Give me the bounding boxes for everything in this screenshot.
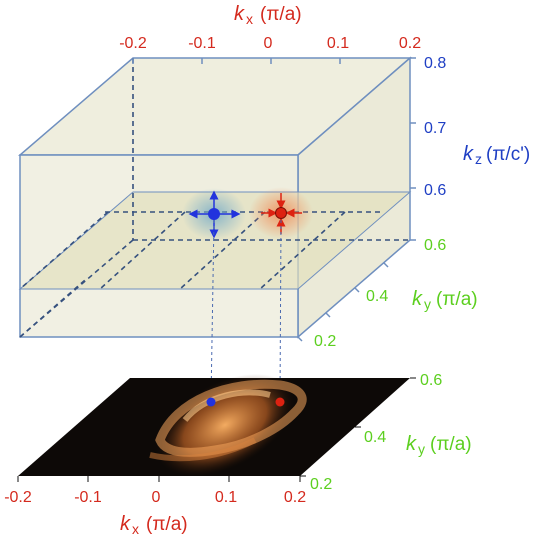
map-kx-subscript: x: [132, 521, 139, 537]
map-ky-ticks: 0.6 0.4 0.2: [310, 372, 442, 493]
kz-ticks: 0.8 0.7 0.6 0.6: [424, 55, 446, 254]
top-kx-tick: 0.2: [399, 35, 421, 52]
map-kx-symbol: k: [120, 513, 131, 535]
map-kx-tick: 0: [152, 489, 161, 506]
kz-unit: (π/c'): [486, 144, 530, 165]
map-ky-tick: 0.4: [364, 429, 386, 446]
momentum-box: [17, 56, 416, 342]
top-ky-axis-title: k y (π/a): [412, 288, 478, 312]
top-kx-symbol: k: [234, 3, 245, 25]
kz-tick: 0.8: [424, 55, 446, 72]
map-kx-tick: 0.2: [284, 489, 306, 506]
map-kx-unit: (π/a): [146, 514, 188, 535]
top-kx-tick: -0.1: [188, 35, 216, 52]
kz-axis-title: k z (π/c'): [463, 143, 530, 167]
map-kx-tick: 0.1: [215, 489, 237, 506]
top-kx-tick: -0.2: [119, 35, 147, 52]
top-kx-axis-title: k x (π/a): [234, 3, 302, 27]
kz-subscript: z: [475, 151, 482, 167]
map-kx-ticks: -0.2 -0.1 0 0.1 0.2: [4, 489, 306, 506]
top-kx-ticks: -0.2 -0.1 0 0.1 0.2: [119, 35, 421, 52]
top-kx-tick: 0: [264, 35, 273, 52]
top-ky-unit: (π/a): [436, 289, 478, 310]
box-tick-marks: [132, 57, 416, 342]
map-ky-subscript: y: [418, 441, 425, 457]
red-point-sink: [261, 193, 302, 234]
kz-tick: 0.6: [424, 182, 446, 199]
map-ky-tick: 0.2: [310, 476, 332, 493]
kz-symbol: k: [463, 143, 474, 165]
top-kx-unit: (π/a): [260, 4, 302, 25]
map-kx-tick: -0.2: [4, 489, 32, 506]
map-ky-tick: 0.6: [420, 372, 442, 389]
arpes-intensity: [149, 373, 307, 477]
kz-tick: 0.7: [424, 120, 446, 137]
top-ky-subscript: y: [424, 296, 431, 312]
blue-point-source: [188, 190, 241, 239]
ky-top-tick: 0.6: [424, 237, 446, 254]
arpes-map: [17, 373, 416, 482]
blue-point-projection: [206, 397, 216, 407]
map-ky-unit: (π/a): [430, 434, 472, 455]
red-point-projection: [275, 397, 285, 407]
top-ky-tick: 0.4: [366, 288, 388, 305]
projection-lines: [210, 219, 282, 401]
top-ky-symbol: k: [412, 288, 423, 310]
map-kx-axis-title: k x (π/a): [120, 513, 188, 537]
top-kx-subscript: x: [246, 11, 253, 27]
top-ky-ticks: 0.4 0.2: [314, 288, 388, 350]
map-ky-symbol: k: [406, 433, 417, 455]
map-ky-axis-title: k y (π/a): [406, 433, 472, 457]
top-ky-tick: 0.2: [314, 333, 336, 350]
top-kx-tick: 0.1: [327, 35, 349, 52]
map-kx-tick: -0.1: [74, 489, 102, 506]
map-tick-marks: [17, 377, 416, 482]
